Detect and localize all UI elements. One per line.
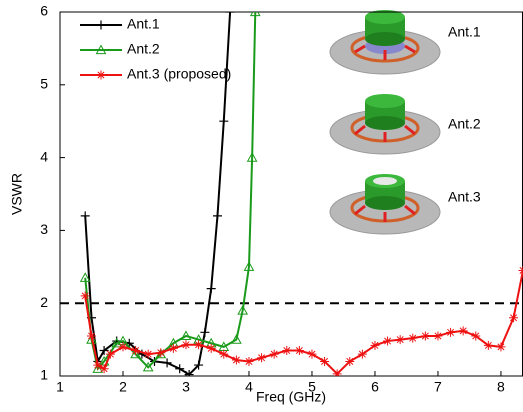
x-tick-label: 1: [56, 379, 64, 395]
inset-ant2: [330, 94, 440, 154]
data-point: [81, 291, 90, 300]
x-tick-label: 2: [119, 379, 127, 395]
x-tick-label: 5: [308, 379, 316, 395]
data-point: [219, 117, 228, 126]
data-point: [370, 341, 379, 350]
data-point: [307, 350, 316, 359]
data-point: [200, 328, 209, 337]
y-tick-label: 1: [40, 367, 48, 383]
annotation: Ant.3: [448, 189, 481, 205]
data-point: [163, 358, 172, 367]
x-tick-label: 8: [497, 379, 505, 395]
legend-marker: [97, 71, 106, 80]
y-tick-label: 6: [40, 3, 48, 19]
y-tick-label: 3: [40, 221, 48, 237]
annotation: Ant.2: [448, 116, 481, 132]
data-point: [131, 346, 140, 355]
data-point: [396, 335, 405, 344]
data-point: [433, 331, 442, 340]
data-point: [270, 350, 279, 359]
data-point: [408, 334, 417, 343]
data-point: [459, 326, 468, 335]
data-point: [345, 357, 354, 366]
data-point: [181, 340, 190, 349]
data-point: [194, 340, 203, 349]
data-point: [244, 357, 253, 366]
y-tick-label: 4: [40, 148, 48, 164]
data-point: [100, 364, 109, 373]
x-tick-label: 4: [245, 379, 253, 395]
data-point: [421, 331, 430, 340]
y-tick-label: 5: [40, 76, 48, 92]
data-point: [169, 344, 178, 353]
x-tick-label: 3: [182, 379, 190, 395]
y-axis-label: VSWR: [9, 173, 25, 215]
inset-ant3: [330, 174, 440, 234]
y-tick-label: 2: [40, 294, 48, 310]
x-tick-label: 6: [371, 379, 379, 395]
data-point: [383, 337, 392, 346]
data-point: [156, 348, 165, 357]
data-point: [358, 350, 367, 359]
data-point: [320, 357, 329, 366]
data-point: [232, 355, 241, 364]
data-point: [219, 350, 228, 359]
chart: Ant.1 Ant.2 Ant.3 Freq (GHz) VSWR 123456…: [0, 0, 523, 412]
data-point: [87, 331, 96, 340]
legend-label: Ant.2: [127, 41, 160, 57]
x-tick-label: 7: [434, 379, 442, 395]
data-point: [295, 346, 304, 355]
data-point: [496, 342, 505, 351]
data-point: [81, 211, 90, 220]
data-point: [175, 364, 184, 373]
data-point: [213, 211, 222, 220]
data-point: [484, 341, 493, 350]
data-point: [471, 331, 480, 340]
legend-label: Ant.1: [127, 16, 160, 32]
data-point: [144, 350, 153, 359]
data-point: [207, 284, 216, 293]
data-point: [207, 344, 216, 353]
data-point: [226, 8, 235, 17]
data-point: [446, 328, 455, 337]
legend-label: Ant.3 (proposed): [127, 66, 231, 82]
data-point: [282, 346, 291, 355]
data-point: [257, 353, 266, 362]
annotation: Ant.1: [448, 24, 481, 40]
inset-ant1: [330, 10, 440, 74]
data-point: [333, 369, 342, 378]
legend-marker: [97, 21, 106, 30]
data-point: [509, 313, 518, 322]
